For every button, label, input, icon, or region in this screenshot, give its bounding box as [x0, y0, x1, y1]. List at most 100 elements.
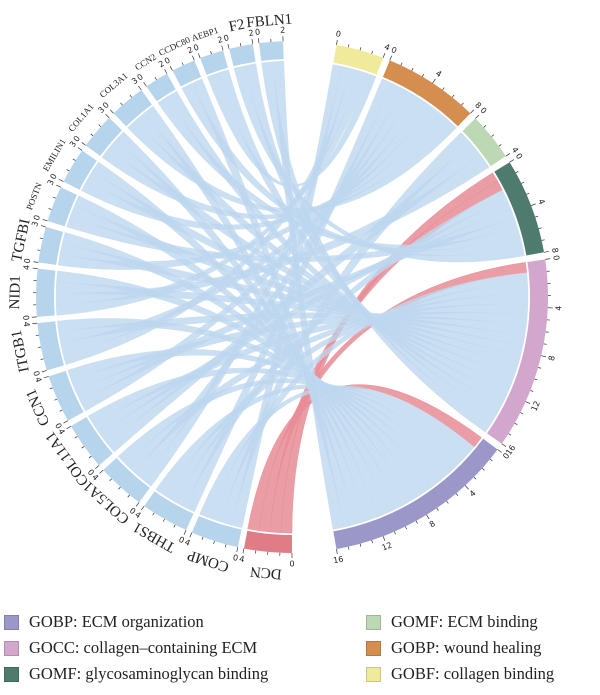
term-sector-gomf-ecm-binding-tick — [491, 134, 495, 137]
gene-sector-col3a1-tick — [129, 94, 133, 98]
chord-links — [55, 60, 529, 534]
gene-sector-thbs1-tick-label: 4 — [133, 510, 142, 520]
term-sector-gobp-ecm-organization-tick — [415, 520, 418, 524]
term-sector-gocc-collagen-containing-ecm-tick — [543, 343, 547, 345]
chord-link-fbln1-gobp-ecm-organization — [272, 60, 345, 530]
legend-label: GOBP: ECM organization — [29, 612, 204, 631]
gene-sector-col11a1-tick-label: 0 — [86, 468, 96, 478]
gene-sector-tgfbi — [38, 226, 64, 265]
gene-sector-fbln1-tick-label: 0 — [254, 27, 260, 37]
term-sector-gocc-collagen-containing-ecm-tick-label: 8 — [547, 355, 557, 362]
gene-sector-dcn-tick — [242, 548, 245, 554]
gene-sector-thbs1-tick — [152, 512, 155, 516]
gene-sector-emilin1-tick — [77, 147, 83, 151]
gene-sector-comp-tick — [201, 536, 204, 540]
legend-swatch — [4, 614, 19, 630]
gene-sector-col1a1 — [85, 117, 123, 157]
gene-label-ccn1: CCN1 — [23, 386, 53, 428]
gene-sector-col3a1-tick — [138, 85, 142, 91]
legend-label: GOMF: glycosaminoglycan binding — [29, 664, 269, 683]
term-sector-gobf-collagen-binding-tick — [382, 52, 386, 58]
chord-sectors — [36, 41, 549, 553]
gene-sector-col5a1 — [103, 457, 150, 503]
gene-sector-itgb1-tick — [32, 322, 38, 324]
gene-sector-col3a1-tick — [120, 102, 123, 106]
term-sector-gocc-collagen-containing-ecm-tick — [501, 443, 507, 447]
term-sector-gomf-glycosaminoglycan-binding-tick — [544, 251, 550, 253]
chord-link-postn-gobp-ecm-organization — [74, 195, 401, 513]
gene-sector-thbs1-tick — [162, 518, 165, 522]
gene-sector-itgb1 — [37, 321, 65, 371]
chord-link-tgfbi-gobp-ecm-organization — [61, 232, 412, 507]
gene-sector-col5a1-tick-label: 4 — [90, 473, 100, 483]
gene-sector-nid1-tick — [32, 267, 38, 269]
term-sector-gobf-collagen-binding-tick-label: 4 — [383, 42, 391, 52]
term-sector-gobp-ecm-organization-tick — [405, 526, 408, 530]
term-sector-gobp-ecm-organization-tick — [482, 468, 485, 471]
gene-sector-nid1-tick-label: 0 — [21, 315, 30, 321]
term-sector-gocc-collagen-containing-ecm-tick — [508, 433, 512, 436]
legend-swatch — [366, 614, 381, 630]
term-sector-gobp-wound-healing-tick — [451, 94, 455, 98]
gene-sector-fbln1-tick — [257, 38, 260, 44]
gene-sector-emilin1 — [63, 150, 97, 190]
term-sector-gomf-ecm-binding — [462, 118, 506, 167]
term-sector-gobp-ecm-organization-tick — [394, 531, 396, 535]
term-sector-gomf-glycosaminoglycan-binding — [494, 162, 545, 256]
chord-link-f2-gocc-collagen-containing-ecm — [244, 63, 497, 424]
gene-label-postn: POSTN — [24, 181, 44, 212]
gene-sector-thbs1-tick-label: 0 — [177, 535, 185, 545]
gene-sector-emilin1-tick — [66, 169, 70, 172]
gene-sector-postn-tick-label: 0 — [32, 214, 42, 222]
gene-sector-ccdc80-tick-label: 2 — [186, 45, 194, 55]
gene-sector-comp-tick-label: 0 — [232, 553, 239, 563]
gene-sector-col11a1-tick — [74, 436, 78, 439]
term-sector-gobp-ecm-organization-tick-label: 16 — [333, 555, 345, 566]
term-sector-gomf-ecm-binding-tick — [475, 114, 480, 119]
term-sector-gobp-ecm-organization-tick — [382, 536, 386, 542]
gene-sector-tgfbi-tick-label: 0 — [23, 258, 33, 264]
gene-sector-col1a1-tick — [98, 124, 102, 127]
gene-sector-col1a1-tick-label: 3 — [96, 105, 106, 115]
term-sector-gocc-collagen-containing-ecm-tick-label: 12 — [530, 400, 542, 413]
term-sector-gomf-glycosaminoglycan-binding-tick — [541, 239, 545, 241]
gene-sector-postn-tick — [42, 219, 48, 222]
gene-sector-f2-tick — [227, 43, 230, 49]
gene-sector-ccn2-tick — [164, 69, 168, 74]
gene-sector-f2-tick — [239, 43, 242, 47]
term-sector-gomf-glycosaminoglycan-binding-tick-label: 0 — [514, 152, 524, 161]
term-sector-gomf-ecm-binding-tick-label: 0 — [478, 106, 488, 116]
gene-sector-emilin1-tick-label: 3 — [68, 140, 78, 149]
term-sector-gobf-collagen-binding-tick — [359, 47, 362, 51]
gene-sector-f2-tick-label: 2 — [248, 28, 254, 38]
gene-sector-f2 — [229, 44, 256, 67]
gene-sector-postn-tick-label: 3 — [46, 178, 56, 186]
term-sector-gobp-wound-healing-tick — [422, 73, 425, 77]
chord-link-aebp1-gocc-collagen-containing-ecm — [217, 69, 502, 415]
gene-sector-aebp1-tick — [210, 51, 212, 55]
gene-sector-ccn2 — [146, 73, 176, 102]
term-sector-gobp-ecm-organization-tick — [464, 485, 469, 490]
chord-link-ccn2-gocc-collagen-containing-ecm — [166, 90, 507, 406]
chord-link-thbs1-gobp-ecm-organization — [155, 384, 467, 497]
gene-sector-col1a1-tick — [81, 142, 86, 146]
gene-label-col1a1: COL1A1 — [66, 102, 95, 134]
gene-sector-postn — [47, 187, 78, 227]
term-sector-gobp-ecm-organization-tick — [348, 546, 350, 550]
legend-item-ecm-organization: GOBP: ECM organization — [4, 612, 204, 632]
term-sector-gobp-ecm-organization-tick — [455, 493, 459, 497]
gene-sector-postn-tick — [52, 196, 56, 199]
gene-label-emilin1: EMILIN1 — [41, 137, 68, 173]
gene-sector-col1a1-tick — [90, 133, 94, 137]
legend-swatch — [366, 640, 381, 656]
chord-labels: 04048040480481216048121604DCN04COMP04THB… — [7, 12, 563, 582]
term-sector-gobp-ecm-organization-tick — [359, 543, 362, 547]
gene-label-ccn2: CCN2 — [133, 52, 158, 73]
term-sector-gocc-collagen-containing-ecm-tick — [541, 355, 547, 358]
gene-sector-fbln1 — [258, 41, 284, 61]
chord-link-col1a1-gobp-ecm-organization — [115, 131, 380, 521]
gene-sector-col5a1-tick — [118, 486, 121, 490]
gene-label-f2: F2 — [227, 17, 246, 36]
gene-sector-tgfbi-tick — [37, 249, 41, 251]
term-sector-gobp-wound-healing-tick — [400, 62, 403, 66]
